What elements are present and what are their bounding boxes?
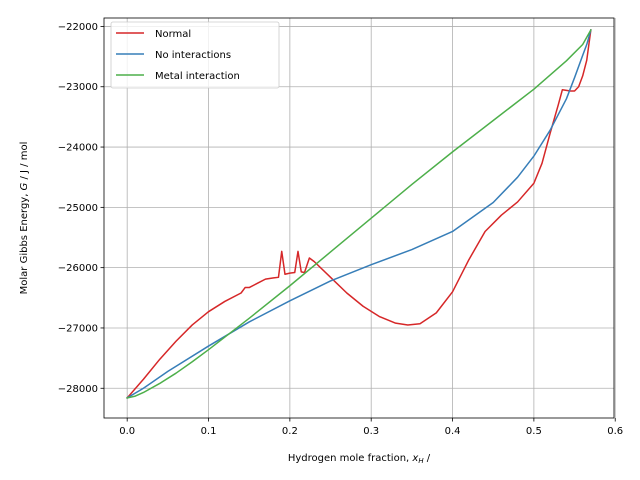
y-tick-label: −27000 <box>58 323 98 334</box>
x-tick-label: 0.6 <box>607 426 623 437</box>
series-line-normal <box>126 29 592 399</box>
series-line-no-interactions <box>126 29 592 399</box>
legend-label-normal: Normal <box>155 29 191 40</box>
y-tick-label: −28000 <box>58 384 98 395</box>
y-tick-label: −24000 <box>58 143 98 154</box>
x-tick-label: 0.2 <box>282 426 298 437</box>
x-tick-label: 0.5 <box>526 426 542 437</box>
legend-label-metal-interaction: Metal interaction <box>155 71 240 82</box>
x-tick-label: 0.4 <box>445 426 461 437</box>
ticks: 0.0 0.1 0.2 0.3 0.4 0.5 0.6 −28000 −27000 −26000 −… <box>58 22 623 437</box>
x-tick-label: 0.1 <box>201 426 217 437</box>
legend: Normal No interactions Metal interaction <box>110 21 280 89</box>
x-tick-label: 0.3 <box>363 426 379 437</box>
x-tick-label: 0.0 <box>119 426 135 437</box>
legend-box <box>110 21 280 89</box>
series-layer <box>126 29 592 399</box>
x-axis-label: Hydrogen mole fraction, xH / <box>288 453 431 465</box>
y-tick-label: −23000 <box>58 82 98 93</box>
legend-label-no-interactions: No interactions <box>155 50 231 61</box>
y-tick-label: −25000 <box>58 203 98 214</box>
grid <box>104 18 616 418</box>
y-tick-label: −26000 <box>58 263 98 274</box>
y-tick-label: −22000 <box>58 22 98 33</box>
y-axis-label: Molar Gibbs Energy, G / J / mol <box>19 142 30 295</box>
series-line-metal-interaction <box>126 29 592 399</box>
plot-frame <box>103 17 615 419</box>
